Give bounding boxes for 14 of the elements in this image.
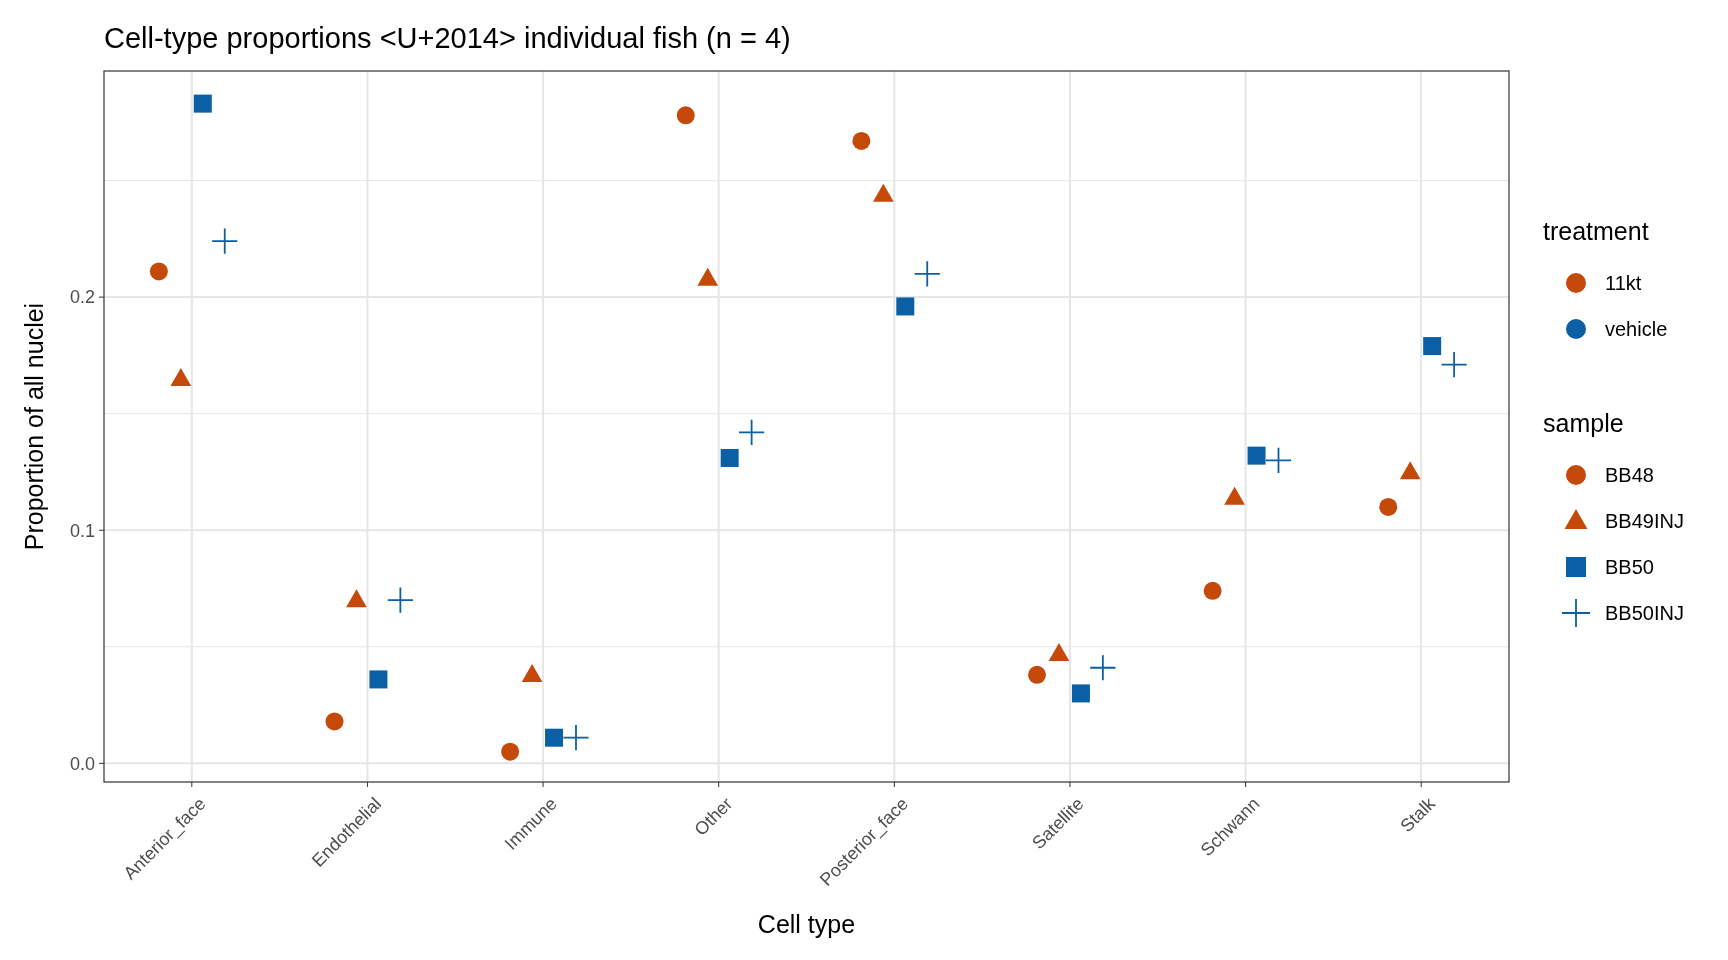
- y-tick-label: 0.2: [69, 287, 95, 308]
- y-tick-label: 0.1: [69, 520, 95, 541]
- legend-label: BB49INJ: [1605, 510, 1684, 532]
- legend-label: BB50INJ: [1605, 602, 1684, 624]
- text: sample: [1543, 409, 1624, 437]
- text: treatment: [1543, 217, 1649, 245]
- text: 11kt: [1605, 272, 1642, 294]
- legend-label: BB48: [1605, 464, 1654, 486]
- x-axis-title: Cell type: [757, 910, 856, 938]
- chart-title: Cell-type proportions <U+2014> individual fish (n = 4): [104, 22, 791, 54]
- legend-label: BB50: [1605, 556, 1654, 578]
- y-tick-label: 0.0: [69, 753, 95, 774]
- y-axis-title: Proportion of all nuclei: [20, 302, 48, 551]
- text: vehicle: [1605, 318, 1668, 340]
